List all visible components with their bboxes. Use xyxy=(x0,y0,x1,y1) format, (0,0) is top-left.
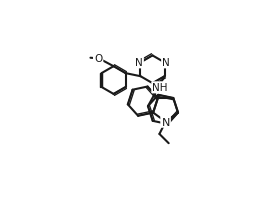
Text: NH: NH xyxy=(152,83,168,93)
Text: O: O xyxy=(94,54,102,63)
Text: N: N xyxy=(162,58,170,68)
Text: N: N xyxy=(135,58,143,68)
Text: N: N xyxy=(161,117,170,127)
